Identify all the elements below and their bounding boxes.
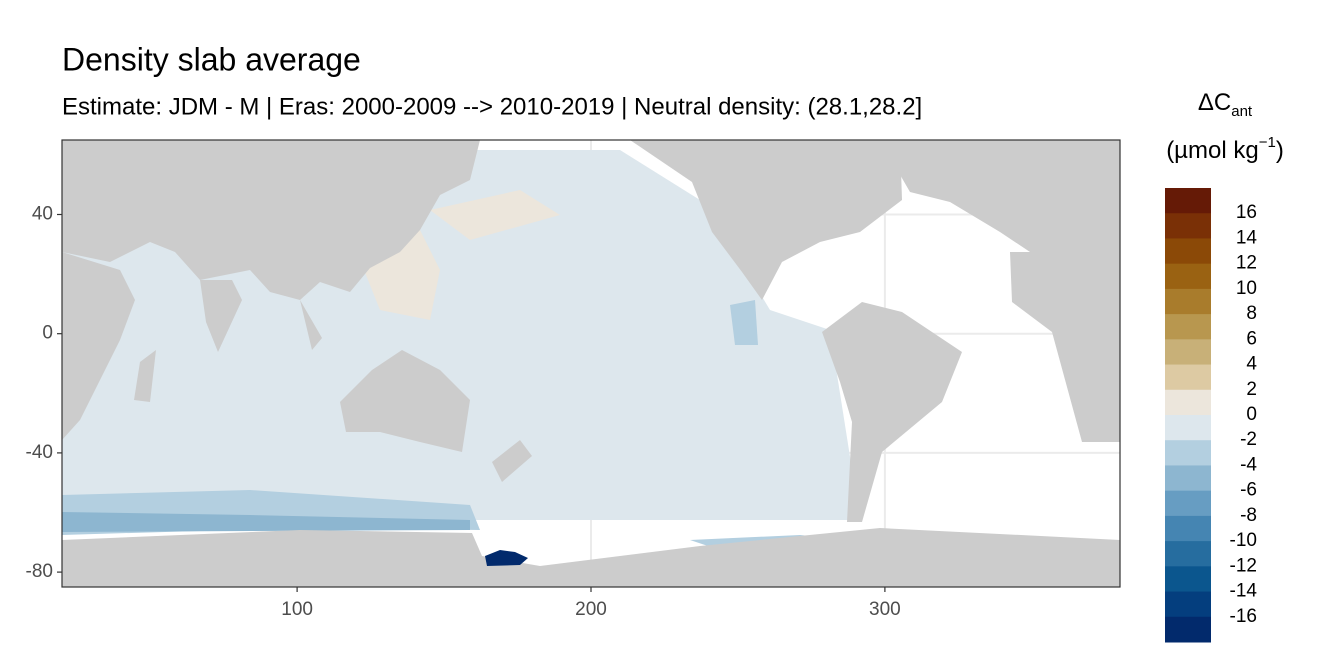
- y-tick-label: 40: [32, 204, 53, 225]
- legend-swatch: [1165, 238, 1211, 265]
- legend-label: 14: [1236, 227, 1258, 248]
- legend-swatch: [1165, 465, 1211, 492]
- ocean-field: [430, 190, 560, 240]
- legend-swatch: [1165, 314, 1211, 340]
- land: [62, 140, 1120, 587]
- legend-swatch: [1165, 566, 1211, 593]
- legend-swatch: [1165, 188, 1211, 214]
- chart-subtitle: Estimate: JDM - M | Eras: 2000-2009 --> …: [62, 93, 922, 120]
- legend-label: -6: [1240, 480, 1257, 501]
- ocean-field: [485, 550, 528, 566]
- y-tick-label: 0: [42, 323, 53, 344]
- legend-unit-superscript: −1: [1259, 134, 1276, 151]
- map-panel: [61, 139, 1121, 588]
- legend-label: -2: [1240, 429, 1257, 450]
- legend-swatch: [1165, 213, 1211, 239]
- legend-label: 6: [1246, 328, 1257, 349]
- legend-label: 8: [1246, 303, 1257, 324]
- legend-label: 16: [1236, 202, 1257, 223]
- chart-title: Density slab average: [62, 41, 361, 77]
- legend-label: -14: [1230, 581, 1258, 602]
- legend-label: 0: [1246, 404, 1257, 425]
- y-tick-label: -80: [26, 561, 53, 582]
- legend-unit-text: (µmol kg: [1166, 137, 1259, 164]
- legend-label: 2: [1246, 379, 1257, 400]
- ocean-field: [730, 300, 758, 345]
- legend-swatch: [1165, 263, 1211, 290]
- legend-swatch: [1165, 541, 1211, 567]
- legend-swatch: [1165, 389, 1211, 416]
- legend: 16 14 12 10 8 6 4 2 0 -2 -4 -6 -8 -10 -12 -14 -16: [1165, 188, 1257, 643]
- legend-label: 4: [1246, 354, 1257, 375]
- legend-unit-close: ): [1276, 137, 1284, 164]
- legend-swatch: [1165, 415, 1211, 441]
- legend-label: -4: [1240, 454, 1257, 475]
- legend-title: ΔCant: [1198, 89, 1253, 120]
- legend-label: -16: [1230, 606, 1257, 627]
- legend-label: -10: [1230, 530, 1257, 551]
- legend-title-symbol: ΔC: [1198, 89, 1231, 116]
- x-tick-label: 200: [575, 599, 607, 620]
- legend-swatch: [1165, 364, 1211, 391]
- ocean-field: [62, 512, 470, 532]
- legend-swatch: [1165, 616, 1211, 643]
- legend-swatch: [1165, 515, 1211, 542]
- legend-swatch: [1165, 440, 1211, 466]
- legend-label: -8: [1240, 505, 1257, 526]
- legend-label: -12: [1230, 555, 1257, 576]
- legend-swatch: [1165, 339, 1211, 366]
- x-tick-label: 300: [869, 599, 901, 620]
- legend-unit: (µmol kg−1): [1166, 134, 1284, 164]
- legend-swatch: [1165, 591, 1211, 618]
- x-tick-label: 100: [281, 599, 313, 620]
- legend-swatch: [1165, 490, 1211, 517]
- y-tick-label: -40: [26, 442, 53, 463]
- legend-label: 12: [1236, 253, 1257, 274]
- legend-label: 10: [1236, 278, 1257, 299]
- legend-title-subscript: ant: [1231, 103, 1253, 120]
- legend-swatch: [1165, 288, 1211, 315]
